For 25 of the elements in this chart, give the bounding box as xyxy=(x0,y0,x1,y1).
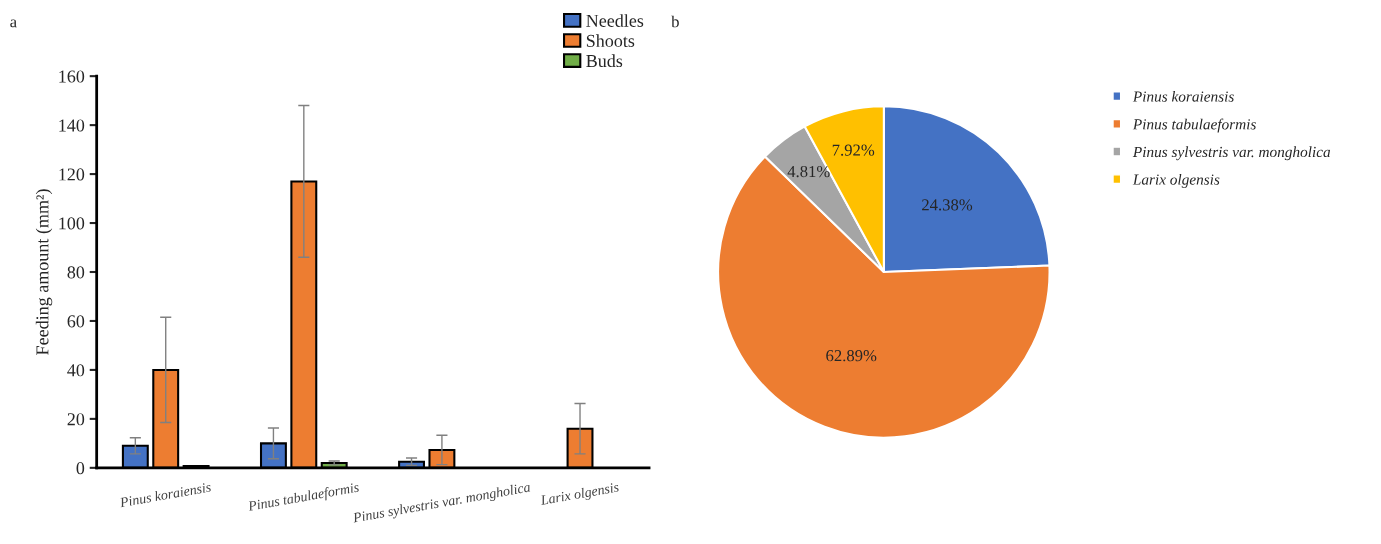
x-tick-label: Pinus koraiensis xyxy=(119,481,212,508)
y-tick-label: 40 xyxy=(67,364,85,377)
legend-label: Needles xyxy=(586,14,644,27)
legend-label: Buds xyxy=(586,54,623,68)
y-tick-label: 120 xyxy=(59,168,85,181)
y-axis-title: Feeding amount (mm²) xyxy=(35,189,53,355)
y-tick-label: 160 xyxy=(59,70,85,83)
y-tick-label: 60 xyxy=(67,315,85,328)
data-label: 24.38% xyxy=(922,199,973,211)
legend-label: Pinus koraiensis xyxy=(1132,90,1234,102)
y-tick-label: 140 xyxy=(59,119,85,132)
data-label: 4.81% xyxy=(787,165,830,178)
chart-title: a xyxy=(10,19,17,28)
y-tick-label: 0 xyxy=(76,462,85,475)
legend-label: Larix olgensis xyxy=(1132,174,1220,188)
chart-title: b xyxy=(671,15,679,28)
data-label: 62.89% xyxy=(826,350,877,362)
y-tick-label: 20 xyxy=(67,413,85,426)
legend-label: Pinus sylvestris var. mongholica xyxy=(1132,146,1331,161)
y-tick-label: 100 xyxy=(59,217,85,230)
x-tick-label: Larix olgensis xyxy=(539,481,620,508)
legend-label: Shoots xyxy=(586,34,635,47)
legend-label: Pinus tabulaeformis xyxy=(1132,118,1256,133)
y-tick-label: 80 xyxy=(67,266,85,279)
data-label: 7.92% xyxy=(832,144,875,156)
